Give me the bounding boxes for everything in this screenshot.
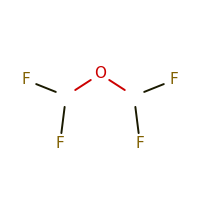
Text: F: F	[170, 72, 178, 88]
Text: F: F	[56, 136, 64, 152]
Text: F: F	[136, 136, 144, 152]
Text: F: F	[22, 72, 30, 88]
Text: O: O	[94, 66, 106, 82]
